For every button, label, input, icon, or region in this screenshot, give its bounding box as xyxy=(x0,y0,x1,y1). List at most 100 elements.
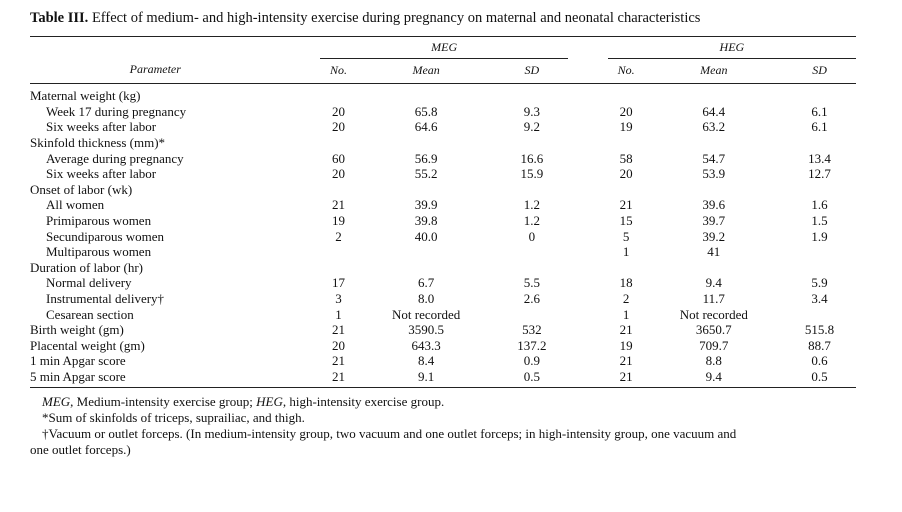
table-figure: Table III. Effect of medium- and high-in… xyxy=(30,8,856,458)
table-row: Maternal weight (kg) xyxy=(30,84,856,104)
table-cell: 53.9 xyxy=(702,166,726,182)
table-cell: 21 xyxy=(331,353,345,369)
col-heg-no: No. xyxy=(607,58,645,85)
table-cell xyxy=(783,244,856,260)
table-cell xyxy=(320,244,357,260)
table-cell: 55.2 xyxy=(414,166,438,182)
table-cell: 8.0 xyxy=(417,290,435,306)
table-cell: 39.9 xyxy=(414,197,438,213)
row-label: 5 min Apgar score xyxy=(30,368,281,389)
table-row: Six weeks after labor 20 64.6 9.2 19 63.2 6.1 xyxy=(30,119,856,135)
table-cell: 6.1 xyxy=(811,103,828,119)
table-cell: 643.3 xyxy=(411,337,441,353)
table-cell: 21 xyxy=(331,197,345,213)
table-cell: 6.7 xyxy=(417,275,435,291)
table-row: Placental weight (gm) 20 643.3 137.2 19 709.7… xyxy=(30,338,856,354)
table-row: Cesarean section 1 Not recorded 1 Not record… xyxy=(30,307,856,323)
table-cell: 65.8 xyxy=(414,103,438,119)
table-cell: 21 xyxy=(619,322,633,338)
row-label: Duration of labor (hr) xyxy=(30,259,143,275)
table-cell: 1.5 xyxy=(811,212,828,228)
table-cell: 41 xyxy=(707,244,721,260)
table-row: Primiparous women 19 39.8 1.2 15 39.7 1.5 xyxy=(30,213,856,229)
footnote-dagger: †Vacuum or outlet forceps. (In medium-in… xyxy=(42,426,737,442)
table-cell: 54.7 xyxy=(702,150,726,166)
table-cell: 1 xyxy=(622,306,630,322)
row-label: Average during pregnancy xyxy=(46,150,184,166)
table-cell: 1 xyxy=(335,306,342,322)
table-cell: 5.9 xyxy=(811,275,828,291)
col-heg-mean: Mean xyxy=(644,58,784,85)
table-cell: 9.3 xyxy=(523,103,540,119)
table-row: All women 21 39.9 1.2 21 39.6 1.6 xyxy=(30,197,856,213)
row-label: Maternal weight (kg) xyxy=(30,88,141,104)
row-label: All women xyxy=(46,197,105,213)
row-label: Week 17 during pregnancy xyxy=(46,103,187,119)
table-row: Instrumental delivery† 3 8.0 2.6 2 11.7 3.4 xyxy=(30,291,856,307)
table-cell: 39.7 xyxy=(702,212,726,228)
table-cell xyxy=(357,182,496,198)
table-cell: 39.2 xyxy=(702,228,726,244)
table-title: Effect of medium- and high-intensity exe… xyxy=(88,10,701,26)
table-row: Skinfold thickness (mm)* xyxy=(30,135,856,151)
table-cell: 40.0 xyxy=(414,228,438,244)
table-cell xyxy=(495,307,568,323)
table-cell: 137.2 xyxy=(517,337,547,353)
table-cell: 20 xyxy=(331,119,345,135)
table-cell xyxy=(357,260,496,276)
table-cell: 9.4 xyxy=(644,368,784,389)
row-label: Instrumental delivery† xyxy=(46,290,165,306)
table-cell: 0.9 xyxy=(523,353,540,369)
table-cell xyxy=(495,182,568,198)
table-cell: 3.4 xyxy=(811,290,828,306)
table-cell: 39.6 xyxy=(702,197,726,213)
group-header-row: MEG HEG xyxy=(30,36,856,59)
table-cell: 6.1 xyxy=(811,119,828,135)
table-cell: 9.2 xyxy=(523,119,540,135)
table-cell xyxy=(608,260,645,276)
table-cell: 2 xyxy=(335,228,342,244)
table-cell: 3590.5 xyxy=(408,322,444,338)
table-footnotes: MEG, Medium-intensity exercise group; HE… xyxy=(30,394,856,458)
table-cell: 0.5 xyxy=(495,368,569,389)
table-cell: 9.1 xyxy=(356,368,496,389)
table-cell: 1.9 xyxy=(811,228,828,244)
table-cell: 20 xyxy=(331,166,345,182)
table-row: Week 17 during pregnancy 20 65.8 9.3 20 64.4 6… xyxy=(30,104,856,120)
table-cell xyxy=(357,244,496,260)
table-cell: 88.7 xyxy=(808,337,831,353)
col-parameter: Parameter xyxy=(30,58,281,85)
table-cell: 8.8 xyxy=(705,353,722,369)
table-cell: 1.2 xyxy=(523,197,540,213)
table-cell xyxy=(608,84,645,104)
table-cell xyxy=(645,182,784,198)
table-cell: 0 xyxy=(528,228,536,244)
row-label: Six weeks after labor xyxy=(46,166,157,182)
table-cell: 11.7 xyxy=(702,290,725,306)
table-cell: 3 xyxy=(335,290,342,306)
table-cell: 1 xyxy=(622,244,630,260)
col-heg-sd: SD xyxy=(783,58,856,85)
row-label: Placental weight (gm) xyxy=(30,337,145,353)
table-cell: 5 xyxy=(622,228,630,244)
table-row: Normal delivery 17 6.7 5.5 18 9.4 5.9 xyxy=(30,275,856,291)
table-cell: 58 xyxy=(619,150,633,166)
table-cell: 19 xyxy=(331,212,345,228)
table-cell: 21 xyxy=(607,368,645,389)
table-cell xyxy=(645,260,784,276)
table-cell: 21 xyxy=(320,368,357,389)
table-row: Onset of labor (wk) xyxy=(30,182,856,198)
table-cell xyxy=(783,84,856,104)
col-meg-no: No. xyxy=(320,58,357,85)
table-cell xyxy=(320,84,357,104)
column-header-row: Parameter No. Mean SD No. Mean SD xyxy=(30,58,856,85)
table-body: Maternal weight (kg) Week 17 during pregn… xyxy=(30,84,856,389)
row-label: Onset of labor (wk) xyxy=(30,181,133,197)
table-cell xyxy=(357,84,496,104)
group-heg-header: HEG xyxy=(607,36,856,59)
table-cell: 20 xyxy=(331,103,345,119)
row-label: Cesarean section xyxy=(46,306,134,322)
data-table: MEG HEG Parameter No. Mean SD No. Mean S… xyxy=(30,36,856,389)
table-cell: 0.6 xyxy=(811,353,828,369)
table-cell xyxy=(608,135,645,151)
